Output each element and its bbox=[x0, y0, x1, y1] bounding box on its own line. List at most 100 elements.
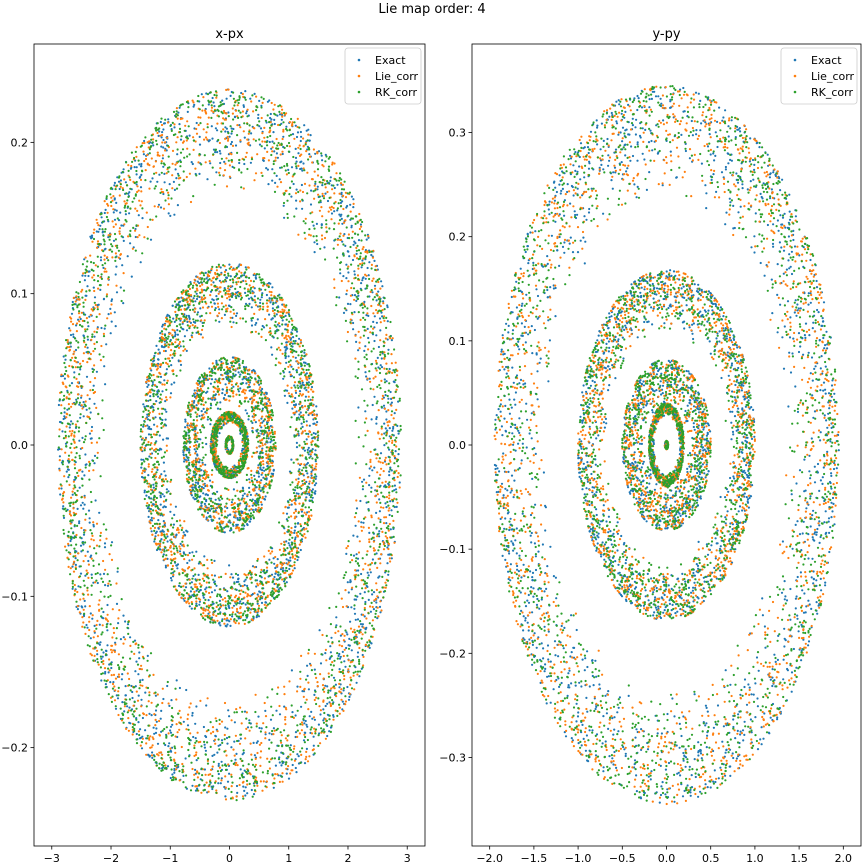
point-lie-corr bbox=[92, 539, 95, 542]
point-exact bbox=[258, 125, 261, 128]
point-exact bbox=[229, 624, 232, 628]
point-rk-corr bbox=[328, 182, 331, 185]
point-rk-corr bbox=[179, 722, 182, 725]
point-exact bbox=[129, 242, 132, 245]
point-rk-corr bbox=[366, 295, 369, 298]
point-exact bbox=[171, 773, 174, 776]
point-lie-corr bbox=[70, 320, 73, 323]
point-exact bbox=[161, 131, 164, 134]
point-lie-corr bbox=[320, 206, 323, 209]
point-rk-corr bbox=[362, 311, 365, 314]
point-lie-corr bbox=[380, 467, 383, 470]
point-rk-corr bbox=[359, 255, 362, 258]
point-exact bbox=[174, 505, 177, 508]
point-lie-corr bbox=[379, 506, 383, 509]
point-rk-corr bbox=[359, 252, 362, 255]
point-lie-corr bbox=[331, 661, 334, 664]
point-lie-corr bbox=[393, 541, 396, 544]
point-rk-corr bbox=[357, 564, 361, 567]
point-rk-corr bbox=[206, 762, 210, 765]
point-lie-corr bbox=[114, 643, 117, 646]
point-rk-corr bbox=[67, 454, 71, 457]
point-lie-corr bbox=[72, 507, 75, 510]
point-exact bbox=[253, 754, 256, 757]
point-exact bbox=[216, 151, 219, 154]
point-exact bbox=[225, 736, 229, 740]
point-lie-corr bbox=[278, 780, 281, 784]
point-exact bbox=[229, 275, 232, 278]
point-lie-corr bbox=[348, 692, 351, 696]
point-rk-corr bbox=[316, 168, 320, 171]
point-rk-corr bbox=[100, 607, 103, 610]
point-rk-corr bbox=[97, 563, 101, 566]
point-rk-corr bbox=[89, 529, 92, 532]
point-rk-corr bbox=[192, 139, 195, 142]
point-exact bbox=[173, 188, 176, 191]
point-rk-corr bbox=[334, 692, 337, 695]
point-lie-corr bbox=[147, 700, 150, 703]
point-exact bbox=[315, 475, 318, 478]
point-exact bbox=[243, 274, 246, 277]
point-exact bbox=[226, 742, 229, 745]
point-lie-corr bbox=[271, 150, 274, 153]
point-rk-corr bbox=[132, 686, 135, 689]
point-exact bbox=[295, 160, 298, 163]
point-exact bbox=[256, 602, 259, 605]
point-rk-corr bbox=[84, 404, 87, 408]
point-rk-corr bbox=[268, 121, 271, 124]
point-rk-corr bbox=[366, 307, 369, 310]
point-rk-corr bbox=[103, 679, 106, 682]
point-lie-corr bbox=[349, 318, 352, 321]
point-rk-corr bbox=[148, 674, 151, 677]
point-lie-corr bbox=[371, 605, 374, 609]
point-lie-corr bbox=[111, 220, 114, 223]
point-exact bbox=[360, 521, 363, 524]
point-exact bbox=[176, 329, 179, 332]
point-exact bbox=[354, 524, 357, 527]
point-exact bbox=[388, 513, 391, 517]
point-rk-corr bbox=[337, 592, 340, 595]
point-rk-corr bbox=[395, 436, 398, 439]
point-lie-corr bbox=[222, 174, 225, 177]
point-rk-corr bbox=[299, 147, 302, 151]
point-exact bbox=[291, 133, 295, 136]
point-rk-corr bbox=[105, 295, 108, 298]
point-exact bbox=[182, 774, 185, 778]
point-lie-corr bbox=[76, 298, 79, 301]
point-rk-corr bbox=[318, 181, 321, 184]
point-rk-corr bbox=[354, 594, 357, 597]
point-rk-corr bbox=[286, 212, 289, 216]
point-lie-corr bbox=[358, 476, 361, 479]
point-lie-corr bbox=[347, 280, 350, 283]
point-rk-corr bbox=[303, 231, 306, 234]
point-exact bbox=[232, 127, 235, 131]
point-rk-corr bbox=[88, 407, 91, 410]
point-exact bbox=[294, 403, 298, 406]
point-exact bbox=[310, 470, 313, 473]
point-exact bbox=[242, 785, 245, 788]
point-rk-corr bbox=[315, 239, 318, 242]
point-rk-corr bbox=[361, 230, 364, 233]
point-exact bbox=[285, 512, 289, 515]
point-exact bbox=[219, 782, 222, 785]
point-exact bbox=[347, 644, 350, 647]
point-rk-corr bbox=[246, 115, 249, 118]
point-rk-corr bbox=[156, 703, 159, 706]
point-lie-corr bbox=[98, 609, 101, 612]
point-rk-corr bbox=[252, 777, 255, 780]
point-rk-corr bbox=[387, 352, 390, 355]
point-rk-corr bbox=[138, 714, 141, 717]
point-lie-corr bbox=[171, 187, 174, 190]
point-rk-corr bbox=[144, 136, 147, 139]
point-lie-corr bbox=[82, 272, 85, 275]
point-rk-corr bbox=[342, 252, 345, 255]
point-rk-corr bbox=[258, 120, 261, 123]
point-lie-corr bbox=[114, 677, 118, 680]
point-exact bbox=[100, 679, 103, 682]
point-exact bbox=[375, 601, 378, 604]
point-exact bbox=[264, 601, 267, 604]
point-rk-corr bbox=[323, 730, 326, 733]
point-exact bbox=[140, 698, 143, 701]
point-lie-corr bbox=[118, 194, 121, 197]
